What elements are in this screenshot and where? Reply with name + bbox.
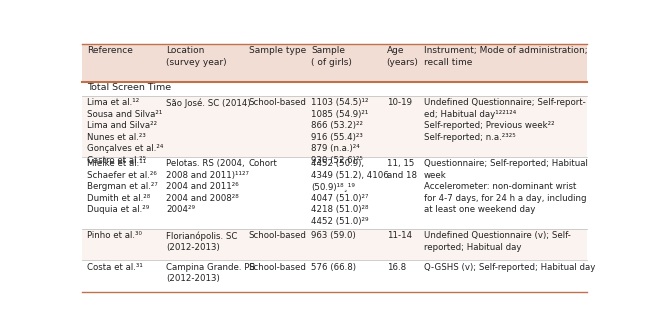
Text: School-based: School-based [249,263,306,271]
Text: 4452 (50.9),
4349 (51.2), 4106
(50.9)¹⁸¸¹⁹
4047 (51.0)²⁷
4218 (51.0)²⁸
4452 (51.: 4452 (50.9), 4349 (51.2), 4106 (50.9)¹⁸¸… [311,160,389,226]
Text: Total Screen Time: Total Screen Time [87,84,171,93]
Bar [82,44,587,82]
Text: 16.8: 16.8 [387,263,406,271]
Text: Location
(survey year): Location (survey year) [166,46,227,67]
Text: Q-GSHS (v); Self-reported; Habitual day: Q-GSHS (v); Self-reported; Habitual day [424,263,595,271]
Bar [82,260,587,292]
Text: 963 (59.0): 963 (59.0) [311,231,355,240]
Text: 11-14: 11-14 [387,231,412,240]
Text: Questionnaire; Self-reported; Habitual
week
Accelerometer: non-dominant wrist
fo: Questionnaire; Self-reported; Habitual w… [424,160,588,214]
Text: 11, 15
and 18: 11, 15 and 18 [387,160,417,180]
Text: School-based: School-based [249,231,306,240]
Text: Pelotas. RS (2004,
2008 and 2011)¹¹²⁷
2004 and 2011²⁶
2004 and 2008²⁸
2004²⁹: Pelotas. RS (2004, 2008 and 2011)¹¹²⁷ 20… [166,160,250,214]
Text: Campina Grande. PB
(2012-2013): Campina Grande. PB (2012-2013) [166,263,256,283]
Text: Pinho et al.³⁰: Pinho et al.³⁰ [87,231,142,240]
Text: Sample
( of girls): Sample ( of girls) [311,46,352,67]
Text: School-based: School-based [249,99,306,108]
Text: Reference: Reference [87,46,133,55]
Text: 10-19: 10-19 [387,99,411,108]
Text: Sample type: Sample type [249,46,306,55]
Bar [82,96,587,157]
Text: Undefined Questionnaire (v); Self-
reported; Habitual day: Undefined Questionnaire (v); Self- repor… [424,231,571,252]
Bar [82,82,587,96]
Text: São José. SC (2014): São José. SC (2014) [166,99,251,108]
Bar [82,157,587,229]
Text: 1103 (54.5)¹²
1085 (54.9)²¹
866 (53.2)²²
916 (55.4)²³
879 (n.a.)²⁴
930 (52.6)²⁵: 1103 (54.5)¹² 1085 (54.9)²¹ 866 (53.2)²²… [311,99,368,165]
Text: Age
(years): Age (years) [387,46,419,67]
Text: Instrument; Mode of administration;
recall time: Instrument; Mode of administration; reca… [424,46,587,67]
Text: 576 (66.8): 576 (66.8) [311,263,356,271]
Text: Lima et al.¹²
Sousa and Silva²¹
Lima and Silva²²
Nunes et al.²³
Gonçalves et al.: Lima et al.¹² Sousa and Silva²¹ Lima and… [87,99,164,165]
Text: Florianópolis. SC
(2012-2013): Florianópolis. SC (2012-2013) [166,231,238,252]
Text: Undefined Questionnaire; Self-report-
ed; Habitual day¹²²¹²⁴
Self-reported; Prev: Undefined Questionnaire; Self-report- ed… [424,99,586,142]
Text: Cohort: Cohort [249,160,278,168]
Text: Costa et al.³¹: Costa et al.³¹ [87,263,143,271]
Bar [82,229,587,260]
Text: Mielke et al.¹¹
Schaefer et al.²⁶
Bergman et al.²⁷
Dumith et al.²⁸
Duquia et al.: Mielke et al.¹¹ Schaefer et al.²⁶ Bergma… [87,160,158,214]
